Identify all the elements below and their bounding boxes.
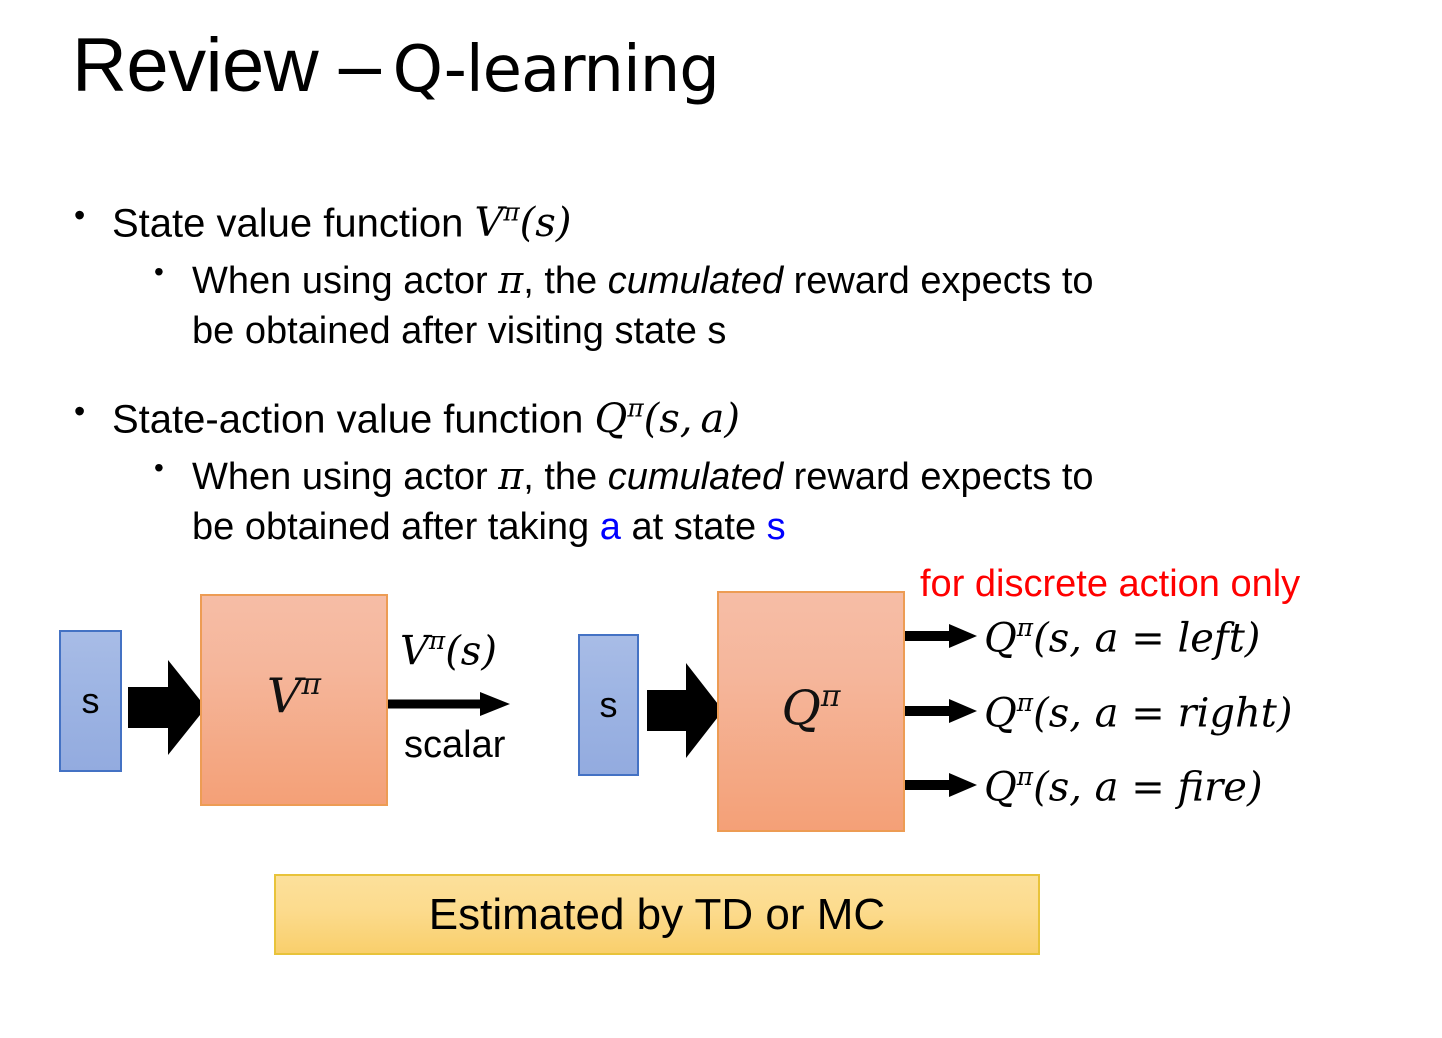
- highlight-action-a: a: [599, 505, 621, 548]
- page-title: Review – Q-learning: [72, 23, 720, 108]
- q-output-arrow-2: [905, 699, 977, 723]
- block-arrow-to-q: [647, 663, 723, 758]
- v-output-arrow: [388, 692, 510, 716]
- estimation-banner-label: Estimated by TD or MC: [428, 889, 886, 939]
- estimation-banner: Estimated by TD or MC: [274, 874, 1040, 955]
- bullet-text-c: reward expects to: [783, 456, 1094, 499]
- bullet-text-a: When using actor: [192, 456, 499, 499]
- v-function-box: Vπ: [200, 594, 388, 806]
- q-output-label-right: Qπ(s, a = right): [984, 688, 1293, 737]
- bullet-state-action-value-function: State-action value function Qπ(s, a): [68, 392, 1348, 444]
- q-output-arrow-3: [905, 773, 977, 797]
- v-function-label: Vπ: [266, 667, 322, 725]
- bullet-emphasis-2: cumulated: [607, 456, 784, 499]
- page-title-main: Review –: [72, 23, 381, 108]
- q-output-label-left: Qπ(s, a = left): [984, 613, 1261, 662]
- math-v-pi-s: Vπ(s): [474, 198, 572, 247]
- bullet-text-b: , the: [523, 456, 608, 499]
- q-output-arrow-1: [905, 624, 977, 648]
- v-output-scalar-label: scalar: [404, 724, 506, 766]
- bullet-text-line2-b: at state: [620, 505, 767, 548]
- highlight-state-s: s: [766, 505, 786, 548]
- q-function-box: Qπ: [717, 591, 905, 832]
- discrete-action-note: for discrete action only: [920, 563, 1301, 605]
- bullet-text-c: reward expects to: [783, 260, 1094, 303]
- q-output-label-fire: Qπ(s, a = fire): [984, 762, 1263, 811]
- bullet-text: State value function: [112, 201, 475, 246]
- bullet-text-a: When using actor: [192, 260, 499, 303]
- bullet-text-line2: be obtained after visiting state s: [192, 309, 727, 352]
- bullet-emphasis-1: cumulated: [607, 260, 784, 303]
- page-title-accent: Q-learning: [392, 33, 720, 107]
- q-function-label: Qπ: [781, 678, 841, 737]
- bullet-text: State-action value function: [112, 397, 595, 442]
- state-input-box-v: s: [59, 630, 122, 772]
- state-input-label-q: s: [599, 684, 618, 725]
- state-input-box-q: s: [578, 634, 639, 776]
- state-input-label-v: s: [81, 680, 100, 721]
- bullet-list: State value function Vπ(s) When using ac…: [68, 196, 1348, 564]
- bullet-state-action-value-desc: When using actor π, the cumulated reward…: [68, 450, 1348, 552]
- bullet-state-value-desc: When using actor π, the cumulated reward…: [68, 254, 1348, 356]
- math-q-pi-s-a: Qπ(s, a): [594, 393, 740, 443]
- bullet-text-line2-a: be obtained after taking: [192, 505, 600, 548]
- block-arrow-to-v: [128, 660, 206, 755]
- v-output-label: Vπ(s): [400, 626, 497, 675]
- math-pi-inline-1: π: [498, 258, 524, 303]
- bullet-text-b: , the: [523, 260, 608, 303]
- math-pi-inline-2: π: [498, 454, 524, 499]
- bullet-state-value-function: State value function Vπ(s): [68, 196, 1348, 248]
